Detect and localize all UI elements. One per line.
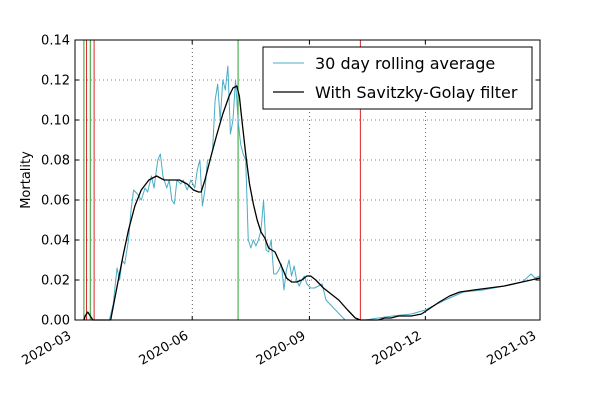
y-tick-label: 0.12 xyxy=(41,74,70,89)
y-tick-label: 0.10 xyxy=(41,114,70,129)
rolling-average-line xyxy=(83,65,541,321)
series-lines xyxy=(83,65,541,321)
plot-frame xyxy=(74,39,541,321)
y-tick-label: 0.00 xyxy=(41,314,70,329)
legend-label: 30 day rolling average xyxy=(315,54,495,73)
legend-label: With Savitzky-Golay filter xyxy=(315,83,518,102)
y-tick-label: 0.06 xyxy=(41,194,70,209)
y-tick-label: 0.14 xyxy=(41,34,70,49)
legend: 30 day rolling average With Savitzky-Gola… xyxy=(262,46,533,110)
y-tick-label: 0.04 xyxy=(41,234,70,249)
legend-box xyxy=(262,46,533,110)
y-axis-ticks: 0.00 0.02 0.04 0.06 0.08 0.10 0.12 0.14 xyxy=(41,34,540,329)
y-tick-label: 0.08 xyxy=(41,154,70,169)
y-axis-label: Mortality xyxy=(19,151,34,209)
savitzky-golay-line xyxy=(83,85,541,321)
y-tick-label: 0.02 xyxy=(41,274,70,289)
